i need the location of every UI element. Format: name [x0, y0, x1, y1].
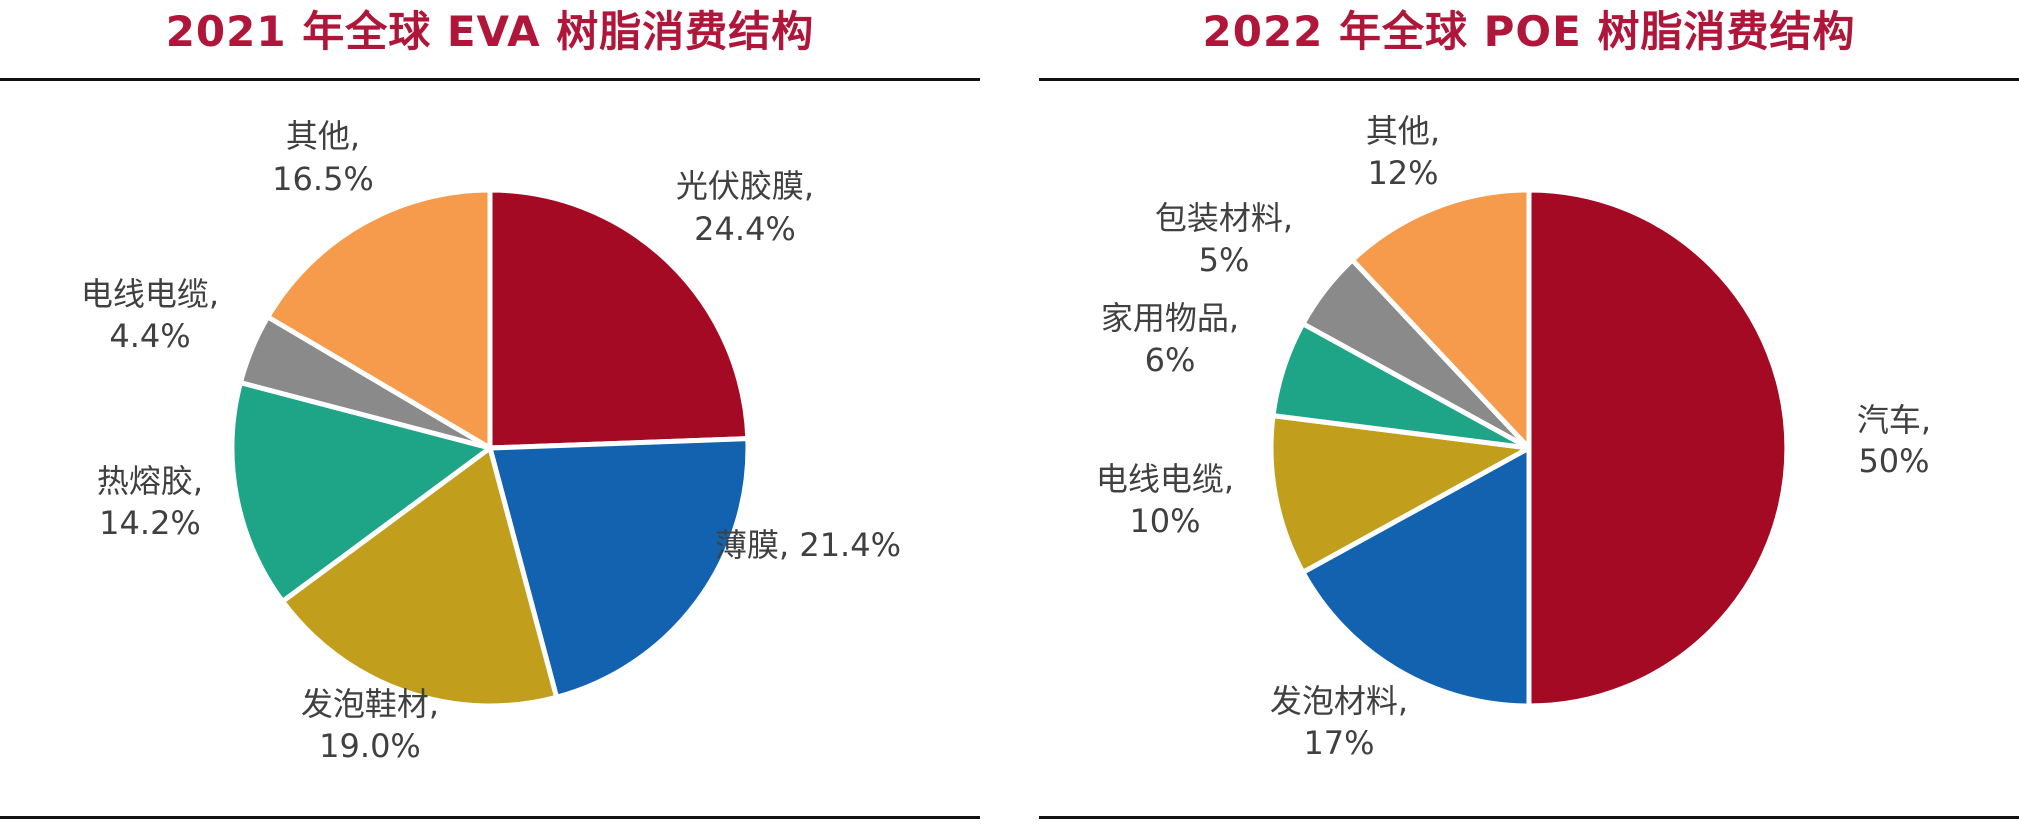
poe-slice-name-0: 汽车, — [1857, 401, 1931, 439]
poe-slice-value-5: 12% — [1367, 154, 1438, 192]
poe-slice-value-1: 17% — [1303, 724, 1374, 762]
poe-slice-value-0: 50% — [1858, 442, 1929, 480]
eva-top-rule — [0, 78, 980, 81]
poe-pie-chart: 汽车,50% 发泡材料, 17% 电线电缆, 10% 家用物品, 6% 包装材料, 5% 其他, 1… — [1096, 112, 1931, 762]
poe-slice-name-3: 家用物品, — [1101, 299, 1239, 337]
eva-slice-value-4: 4.4% — [109, 317, 190, 355]
poe-slice-name-1: 发泡材料, — [1270, 682, 1408, 720]
eva-pie-chart: 光伏胶膜, 24.4% 薄膜, 21.4% 发泡鞋材, 19.0% 热熔胶, 14.2% 电线… — [81, 117, 901, 765]
poe-chart-panel: 2022 年全球 POE 树脂消费结构 汽车, 50% 发泡材料, 17% 电线电缆, 1… — [1039, 0, 2019, 835]
poe-slice-1 — [1300, 445, 1532, 709]
poe-slice-value-3: 6% — [1145, 341, 1196, 379]
eva-slice-name-0: 光伏胶膜, — [676, 167, 814, 205]
poe-slice-5 — [1349, 187, 1532, 451]
eva-slice-value-0: 24.4% — [694, 210, 796, 248]
poe-slice-name-5: 其他, — [1366, 112, 1440, 150]
eva-slice-2 — [280, 445, 560, 709]
eva-slice-name-4: 电线电缆, — [81, 275, 219, 313]
eva-chart-title: 2021 年全球 EVA 树脂消费结构 — [165, 7, 815, 56]
eva-slice-value-2: 19.0% — [319, 727, 421, 765]
poe-top-rule — [1039, 78, 2019, 81]
eva-slice-0 — [487, 187, 751, 451]
eva-bottom-rule — [0, 816, 980, 819]
poe-slice-2 — [1268, 413, 1532, 575]
eva-chart-panel: 2021 年全球 EVA 树脂消费结构 光伏胶膜, 24.4% 薄膜, 21.4% 发… — [0, 0, 980, 835]
poe-slice-name-4: 包装材料, — [1155, 199, 1293, 237]
poe-chart-title: 2022 年全球 POE 树脂消费结构 — [1202, 7, 1856, 56]
eva-slice-3 — [229, 380, 493, 604]
eva-slice-1 — [487, 436, 751, 700]
eva-slice-name-3: 热熔胶, — [97, 462, 203, 500]
poe-bottom-rule — [1039, 816, 2019, 819]
poe-slice-value-2: 10% — [1129, 502, 1200, 540]
poe-slice-name-2: 电线电缆, — [1096, 460, 1234, 498]
eva-slice-5 — [265, 187, 493, 451]
eva-slice-label-1: 薄膜, 21.4% — [715, 526, 901, 564]
eva-slice-value-3: 14.2% — [99, 504, 201, 542]
eva-slice-name-5: 其他, — [286, 117, 360, 155]
eva-slice-value-5: 16.5% — [272, 160, 374, 198]
poe-slice-0 — [1526, 187, 1790, 709]
poe-slice-value-4: 5% — [1199, 241, 1250, 279]
eva-slice-name-2: 发泡鞋材, — [301, 685, 439, 723]
